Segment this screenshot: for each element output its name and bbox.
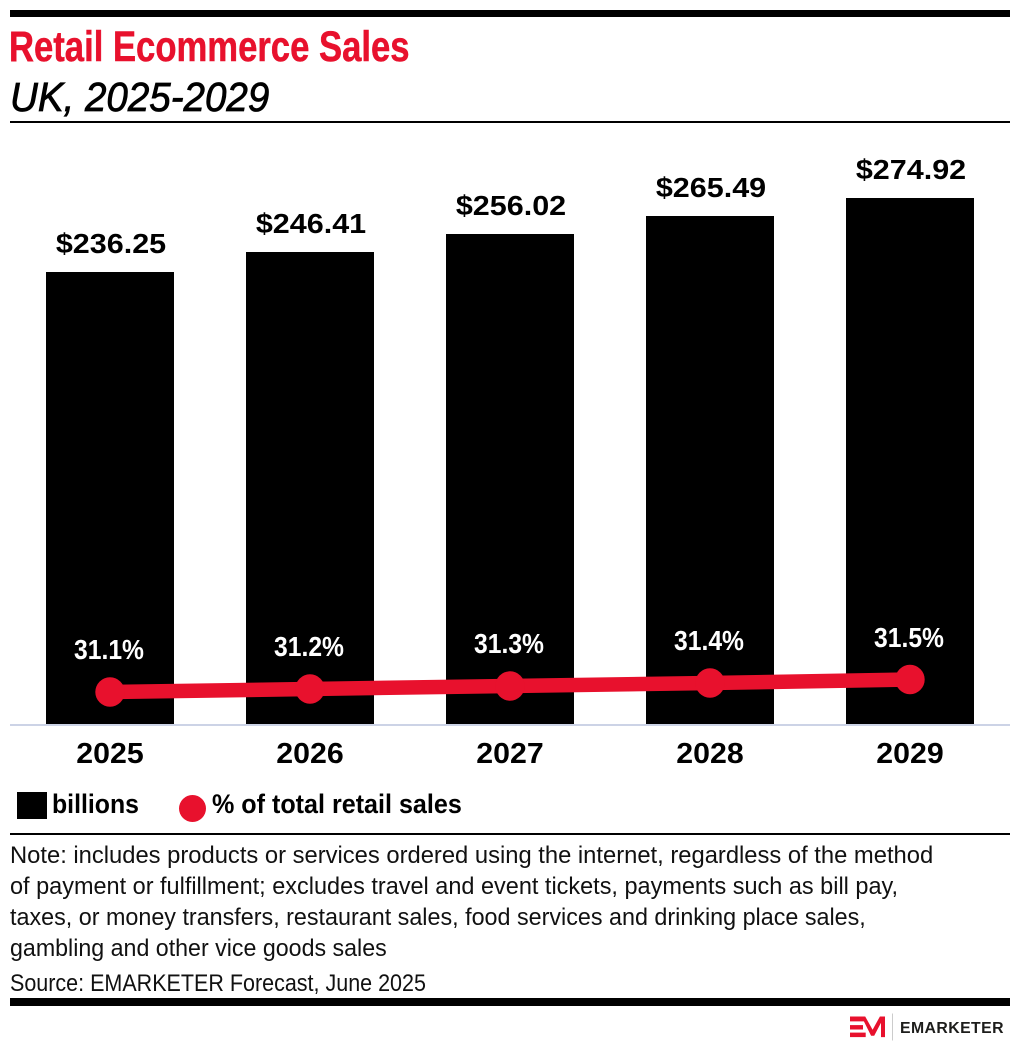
svg-text:EMARKETER: EMARKETER: [900, 1020, 1004, 1037]
